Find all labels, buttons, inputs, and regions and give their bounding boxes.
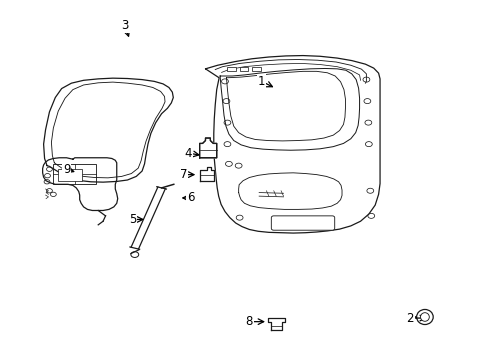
Text: 5: 5 [128, 213, 136, 226]
Bar [227, 67, 236, 71]
Ellipse shape [420, 313, 428, 321]
Text: 3: 3 [121, 19, 128, 32]
Bar [53, 164, 96, 184]
Text: 2: 2 [406, 311, 413, 325]
Bar [251, 67, 260, 71]
Text: 1: 1 [257, 75, 265, 88]
Text: 8: 8 [245, 315, 253, 328]
Text: 7: 7 [180, 168, 187, 181]
Polygon shape [268, 319, 285, 330]
Bar [239, 67, 248, 71]
Polygon shape [199, 138, 216, 158]
Text: 4: 4 [184, 147, 192, 159]
Text: 6: 6 [187, 192, 194, 204]
Polygon shape [199, 167, 214, 181]
Text: 9: 9 [62, 163, 70, 176]
Ellipse shape [416, 310, 432, 324]
FancyBboxPatch shape [271, 216, 334, 230]
Bar [58, 169, 81, 181]
